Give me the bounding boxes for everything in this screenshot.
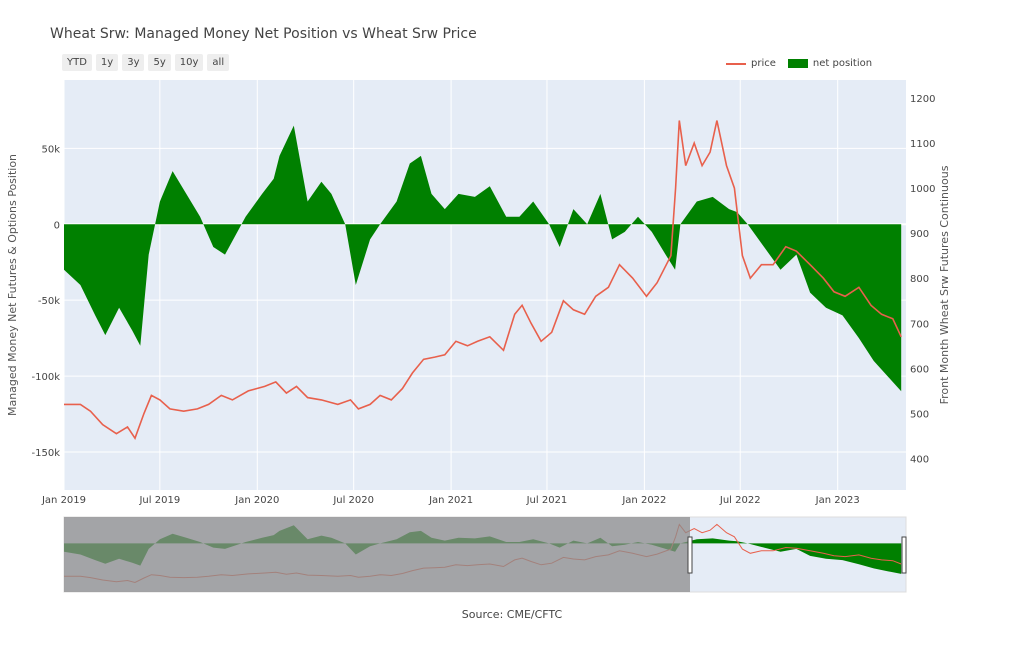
chart-canvas: Jan 2019 Jul 2019 Jan 2020 Jul 2020 Jan 2021… <box>6 80 951 593</box>
legend: price net position <box>726 58 878 69</box>
range-button-ytd[interactable]: YTD <box>62 54 92 71</box>
legend-price-label: price <box>751 58 776 69</box>
x-tick-label: Jul 2019 <box>138 495 180 506</box>
y-right-tick-label: 500 <box>910 409 929 420</box>
y-right-tick-label: 1100 <box>910 139 935 150</box>
range-button-10y[interactable]: 10y <box>174 54 204 71</box>
y-right-tick-label: 400 <box>910 454 929 465</box>
y-left-tick-label: -150k <box>32 448 61 459</box>
y-left-tick-label: -100k <box>32 372 61 383</box>
series-price-line <box>64 120 902 440</box>
x-tick-label: Jan 2020 <box>234 495 279 506</box>
x-tick-label: Jul 2022 <box>719 495 761 506</box>
range-button-5y[interactable]: 5y <box>148 54 171 71</box>
plot-area <box>64 80 906 490</box>
chart-title: Wheat Srw: Managed Money Net Position vs… <box>50 26 477 42</box>
legend-net-swatch <box>787 59 808 68</box>
series-net-position-area <box>64 125 902 392</box>
range-slider-handle-right[interactable] <box>901 536 907 574</box>
y-right-tick-label: 800 <box>910 274 929 285</box>
range-button-3y[interactable]: 3y <box>122 54 145 71</box>
range-button-1y[interactable]: 1y <box>95 54 119 71</box>
y-right-tick-label: 1200 <box>910 94 935 105</box>
y-left-tick-label: -50k <box>38 296 60 307</box>
x-tick-label: Jan 2021 <box>428 495 473 506</box>
x-tick-label: Jul 2020 <box>332 495 374 506</box>
legend-item-net-position[interactable]: net position <box>787 58 873 69</box>
x-tick-label: Jan 2022 <box>621 495 666 506</box>
y-left-tick-label: 0 <box>54 220 60 231</box>
range-slider-mask <box>64 517 690 592</box>
y-left-tick-label: 50k <box>41 144 60 155</box>
range-selector: YTD 1y 3y 5y 10y all <box>62 54 230 71</box>
legend-item-price[interactable]: price <box>726 58 776 69</box>
y-right-tick-label: 900 <box>910 229 929 240</box>
y-right-axis-title: Front Month Wheat Srw Futures Continuous <box>938 165 951 404</box>
y-right-tick-label: 700 <box>910 319 929 330</box>
range-slider-handle-left[interactable] <box>687 536 693 574</box>
y-left-axis-title: Managed Money Net Futures & Options Posi… <box>6 154 19 416</box>
y-right-tick-label: 1000 <box>910 184 935 195</box>
x-tick-label: Jan 2023 <box>815 495 860 506</box>
legend-price-swatch <box>726 62 746 65</box>
range-button-all[interactable]: all <box>207 54 230 71</box>
x-tick-label: Jan 2019 <box>41 495 86 506</box>
y-right-tick-label: 600 <box>910 364 929 375</box>
x-tick-label: Jul 2021 <box>526 495 568 506</box>
source-note: Source: CME/CFTC <box>461 608 563 621</box>
legend-net-label: net position <box>812 58 873 69</box>
